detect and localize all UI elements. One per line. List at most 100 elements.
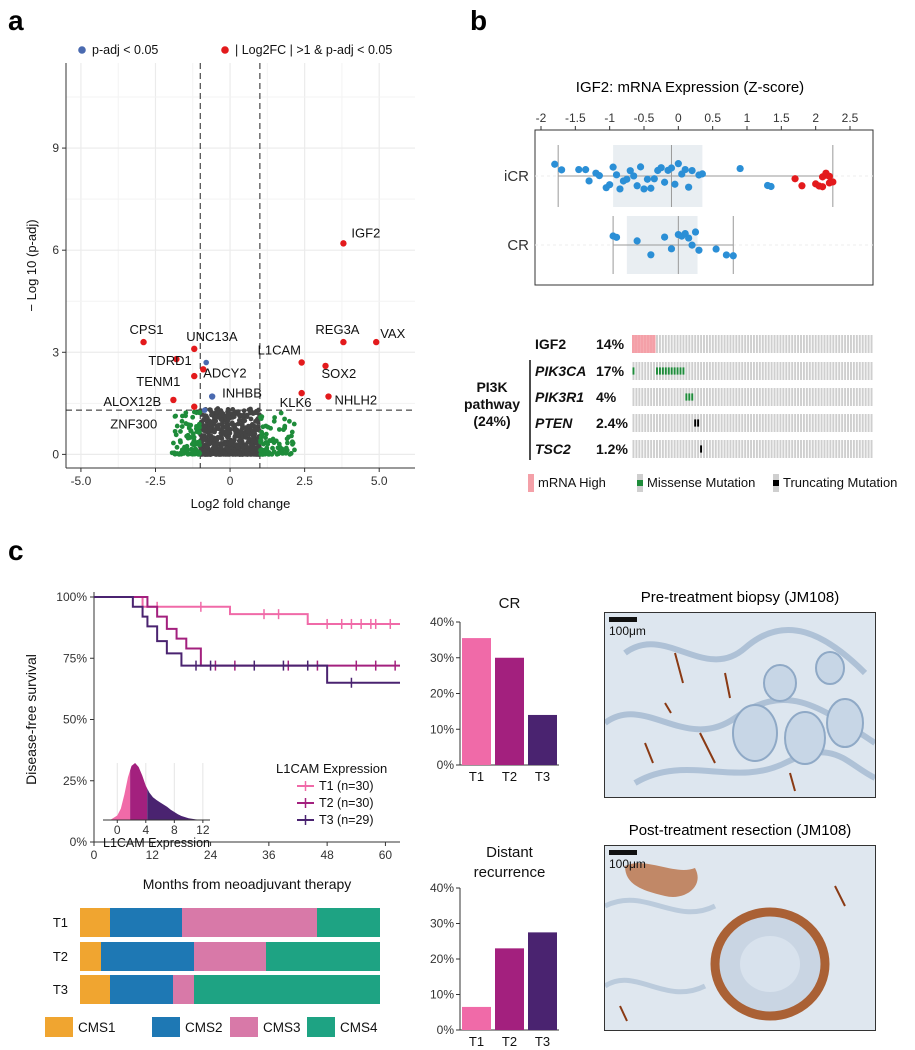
sample-cell bbox=[717, 440, 720, 458]
y-tick-label: 0% bbox=[437, 1023, 455, 1037]
y-tick-label: 40% bbox=[430, 615, 454, 629]
sample-cell bbox=[726, 388, 729, 406]
sample-cell bbox=[723, 388, 726, 406]
sample-cell bbox=[788, 414, 791, 432]
gene-point-igf2 bbox=[340, 240, 347, 247]
sample-cell bbox=[717, 414, 720, 432]
sample-cell bbox=[776, 414, 779, 432]
sample-cell bbox=[635, 362, 638, 380]
cms-legend-label: CMS2 bbox=[185, 1020, 223, 1035]
sample-cell bbox=[844, 335, 847, 353]
gene-point-ns bbox=[206, 432, 212, 438]
sample-cell bbox=[691, 414, 694, 432]
sample-cell bbox=[650, 414, 653, 432]
sample-cell bbox=[852, 440, 855, 458]
sample-cell bbox=[838, 362, 841, 380]
sample-cell bbox=[847, 414, 849, 432]
sample-cell bbox=[741, 414, 744, 432]
sample-cell bbox=[767, 335, 770, 353]
sample-cell bbox=[826, 388, 829, 406]
gene-point-tenm1 bbox=[191, 372, 198, 380]
alteration-missense bbox=[676, 367, 679, 375]
sample-cell bbox=[682, 335, 685, 353]
sample-cell bbox=[753, 388, 755, 406]
sample-cell bbox=[735, 414, 738, 432]
gene-point-fc bbox=[183, 421, 189, 426]
sample-cell bbox=[747, 440, 750, 458]
gene-point-ns bbox=[209, 412, 214, 418]
sample-cell bbox=[650, 362, 653, 380]
gene-point-alox12b bbox=[170, 396, 177, 404]
legend-label: | Log2FC | >1 & p-adj < 0.05 bbox=[235, 43, 392, 57]
gene-point-ns bbox=[228, 437, 234, 443]
gene-point-ns bbox=[241, 408, 247, 414]
sample-cell bbox=[817, 414, 820, 432]
sample-cell bbox=[852, 414, 855, 432]
gene-point-fc bbox=[179, 447, 185, 453]
gene-point-fc bbox=[288, 450, 294, 456]
sample-cell bbox=[670, 388, 673, 406]
sample-point-icr bbox=[736, 164, 744, 173]
gene-point-ns bbox=[235, 432, 241, 438]
sample-cell bbox=[791, 388, 794, 406]
gene-point-fc bbox=[275, 445, 281, 451]
legend-label: p-adj < 0.05 bbox=[92, 43, 158, 57]
sample-cell bbox=[700, 335, 703, 353]
gene-point-ns bbox=[250, 448, 256, 454]
sample-cell bbox=[729, 388, 732, 406]
sample-cell bbox=[844, 362, 847, 380]
sample-point-icr bbox=[698, 170, 706, 178]
y-tick-label: 40% bbox=[430, 881, 454, 895]
gene-point-fc bbox=[184, 433, 190, 439]
sample-cell bbox=[844, 440, 847, 458]
sample-cell bbox=[770, 335, 773, 353]
sample-cell bbox=[755, 362, 758, 380]
sample-cell bbox=[849, 440, 852, 458]
alteration-truncating bbox=[697, 419, 700, 427]
legend-label: mRNA High bbox=[538, 475, 606, 490]
sample-cell bbox=[805, 362, 808, 380]
gene-point-fc bbox=[289, 433, 294, 439]
sample-cell bbox=[711, 335, 714, 353]
sample-cell bbox=[794, 414, 797, 432]
sample-cell bbox=[653, 362, 656, 380]
sample-cell bbox=[644, 388, 647, 406]
bar-chart-title: recurrence bbox=[474, 864, 546, 881]
sample-cell bbox=[761, 440, 764, 458]
bar-t3 bbox=[528, 932, 557, 1030]
sample-cell bbox=[717, 388, 720, 406]
gene-point-fc bbox=[286, 418, 292, 424]
sample-point-cr bbox=[695, 246, 703, 254]
gene-label-inhbb: INHBB bbox=[222, 386, 262, 401]
sample-cell bbox=[720, 335, 723, 353]
sample-point-cr bbox=[729, 252, 737, 260]
cms-row-label-t1: T1 bbox=[53, 915, 68, 930]
sample-cell bbox=[835, 414, 838, 432]
y-tick-label: 3 bbox=[52, 345, 59, 359]
sample-point-icr bbox=[818, 183, 827, 191]
sample-cell bbox=[676, 440, 679, 458]
sample-cell bbox=[703, 362, 705, 380]
sample-cell bbox=[811, 414, 814, 432]
gene-point-fc bbox=[289, 429, 295, 435]
sample-cell bbox=[647, 362, 650, 380]
gene-point-fc bbox=[283, 445, 289, 451]
sample-point-icr bbox=[606, 181, 614, 189]
gene-point-ns bbox=[253, 451, 259, 457]
post-treatment-title: Post-treatment resection (JM108) bbox=[629, 822, 852, 839]
sample-point-icr bbox=[643, 175, 652, 183]
sample-cell bbox=[747, 388, 750, 406]
sample-cell bbox=[764, 335, 767, 353]
sample-cell bbox=[764, 414, 767, 432]
gene-point-fc bbox=[185, 447, 191, 453]
sample-cell bbox=[794, 440, 797, 458]
x-tick-label: 36 bbox=[262, 848, 276, 862]
gene-point-ns bbox=[226, 415, 232, 421]
km-legend-title: L1CAM Expression bbox=[276, 761, 387, 776]
sample-cell bbox=[855, 440, 858, 458]
gene-label-alox12b: ALOX12B bbox=[103, 394, 161, 409]
pre-treatment-tissue: 100μm bbox=[605, 613, 875, 797]
sample-cell bbox=[785, 335, 788, 353]
y-tick-label: 0 bbox=[52, 447, 59, 461]
sample-cell bbox=[864, 388, 867, 406]
